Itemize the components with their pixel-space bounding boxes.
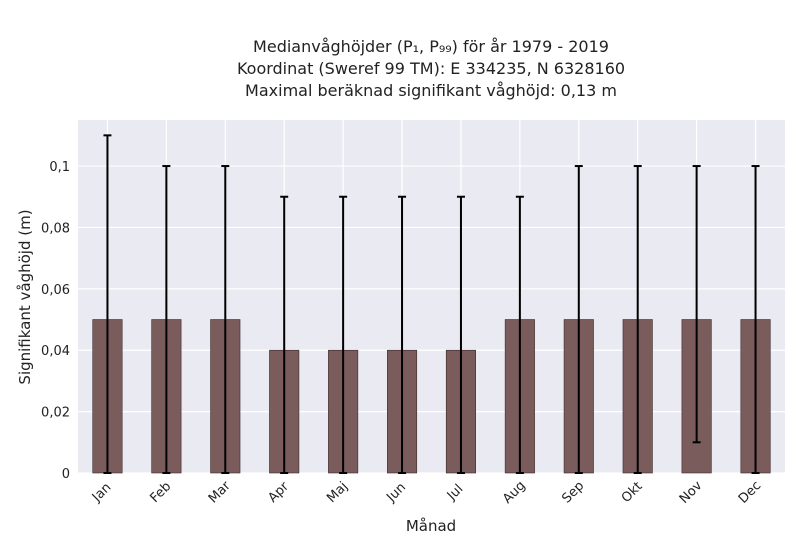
x-tick-label: Dec	[736, 478, 764, 506]
y-tick-label: 0,1	[49, 160, 70, 175]
x-tick-label: Okt	[619, 479, 646, 506]
x-tick-label: Jun	[383, 480, 409, 506]
y-tick-label: 0,08	[41, 221, 70, 236]
y-tick-label: 0,04	[41, 344, 70, 359]
y-tick-label: 0,02	[41, 406, 70, 421]
chart-title: Medianvåghöjder (P₁, P₉₉) för år 1979 - …	[237, 37, 625, 100]
chart-title-line-2: Koordinat (Sweref 99 TM): E 334235, N 63…	[237, 59, 625, 78]
x-tick-label: Jul	[444, 482, 466, 504]
y-axis-ticks: 0 0,02 0,04 0,06 0,08 0,1	[41, 160, 70, 482]
y-axis-label: Signifikant våghöjd (m)	[16, 209, 34, 384]
x-axis-label: Månad	[406, 517, 456, 535]
x-tick-label: Nov	[677, 478, 706, 507]
plot-area	[78, 120, 785, 473]
x-tick-label: Maj	[324, 479, 351, 506]
x-axis-ticks: Jan Feb Mar Apr Maj Jun Jul Aug Sep Okt Nov Dec	[89, 478, 764, 507]
x-tick-label: Sep	[559, 479, 587, 507]
error-bars	[103, 134, 760, 474]
chart-title-line-3: Maximal beräknad signifikant våghöjd: 0,…	[245, 81, 617, 100]
y-tick-label: 0,06	[41, 283, 70, 298]
x-tick-label: Feb	[147, 479, 174, 506]
x-tick-label: Jan	[89, 480, 114, 505]
x-tick-label: Mar	[206, 478, 234, 506]
y-tick-label: 0	[62, 467, 70, 482]
x-tick-label: Apr	[265, 479, 292, 506]
x-tick-label: Aug	[500, 478, 529, 507]
chart-title-line-1: Medianvåghöjder (P₁, P₉₉) för år 1979 - …	[253, 37, 609, 56]
